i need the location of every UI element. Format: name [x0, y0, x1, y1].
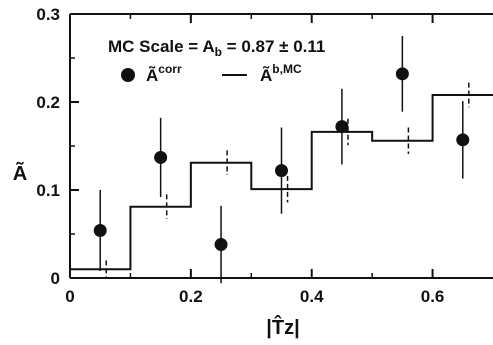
y-tick-label: 0.3	[36, 5, 60, 24]
x-axis-label: |T̂z|	[266, 314, 299, 339]
x-tick-label: 0.6	[421, 287, 445, 306]
y-axis-label: Ã	[13, 162, 27, 185]
x-tick-label: 0.4	[300, 287, 324, 306]
y-tick-label: 0.2	[36, 93, 60, 112]
legend-label-hist: Ãb,MC	[260, 62, 302, 85]
mc-scale-annotation: MC Scale = Ab = 0.87 ± 0.11	[108, 37, 325, 59]
y-tick-label: 0.1	[36, 181, 60, 200]
data-point	[335, 120, 348, 133]
legend-marker-points	[121, 68, 135, 82]
data-point	[94, 224, 107, 237]
legend-label-points: Ãcorr	[146, 62, 182, 85]
x-tick-label: 0.2	[179, 287, 203, 306]
y-tick-label: 0	[51, 269, 60, 288]
data-point	[456, 133, 469, 146]
data-point	[215, 238, 228, 251]
data-point	[275, 164, 288, 177]
x-tick-label: 0	[65, 287, 74, 306]
data-point	[154, 151, 167, 164]
data-point	[396, 67, 409, 80]
